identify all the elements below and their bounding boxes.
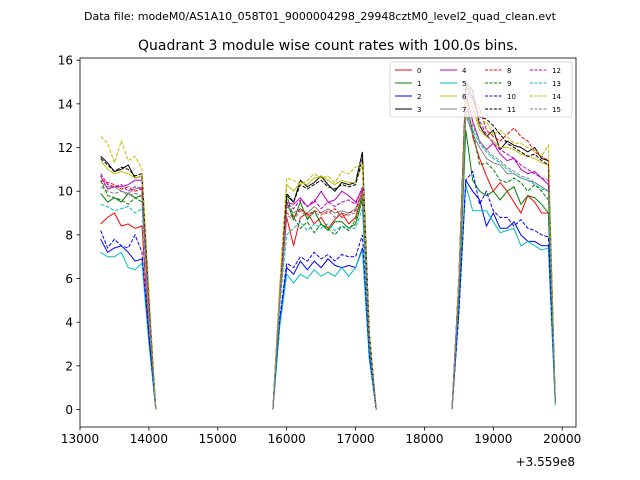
legend-label-0: 0: [417, 67, 421, 75]
legend-label-15: 15: [552, 106, 561, 114]
x-tick-label-13000: 13000: [61, 432, 99, 446]
series-line-3-segment-2: [272, 151, 377, 410]
y-tick-label-6: 6: [65, 272, 73, 286]
y-tick-label-0: 0: [65, 403, 73, 417]
series-line-14-segment-1: [100, 136, 157, 410]
figure-suptitle: Data file: modeM0/AS1A10_058T01_90000042…: [84, 10, 557, 23]
series-line-6-segment-1: [100, 160, 157, 410]
series-line-11-segment-1: [100, 158, 157, 410]
series-line-14-segment-2: [272, 161, 377, 410]
series-line-8-segment-2: [272, 191, 377, 410]
y-tick-label-12: 12: [58, 141, 73, 155]
series-line-6-segment-2: [272, 164, 377, 410]
y-tick-label-8: 8: [65, 228, 73, 242]
legend-label-14: 14: [552, 93, 561, 101]
series-line-10-segment-2: [272, 234, 377, 410]
series-line-10-segment-1: [100, 230, 157, 410]
series-line-11-segment-2: [272, 158, 377, 410]
x-tick-label-17000: 17000: [336, 432, 374, 446]
series-line-13-segment-1: [100, 203, 157, 410]
series-line-15-segment-1: [100, 186, 157, 410]
series-line-13-segment-3: [451, 112, 556, 410]
legend-label-11: 11: [507, 106, 516, 114]
series-line-5-segment-3: [451, 184, 556, 410]
series-line-1-segment-3: [451, 130, 556, 410]
x-tick-label-14000: 14000: [130, 432, 168, 446]
legend-label-4: 4: [462, 67, 467, 75]
series-line-5-segment-2: [272, 249, 377, 410]
legend-label-2: 2: [417, 93, 421, 101]
legend-label-1: 1: [417, 80, 421, 88]
series-line-1-segment-2: [272, 199, 377, 410]
series-line-4-segment-2: [272, 187, 377, 410]
y-tick-label-10: 10: [58, 185, 73, 199]
legend-label-13: 13: [552, 80, 561, 88]
legend-label-8: 8: [507, 67, 511, 75]
x-tick-label-15000: 15000: [199, 432, 237, 446]
series-line-13-segment-2: [272, 208, 377, 410]
legend-label-12: 12: [552, 67, 561, 75]
series-line-12-segment-2: [272, 186, 377, 410]
chart-title: Quadrant 3 module wise count rates with …: [138, 38, 518, 54]
series-line-5-segment-1: [100, 251, 157, 410]
x-tick-label-16000: 16000: [268, 432, 306, 446]
y-tick-label-2: 2: [65, 359, 73, 373]
series-line-15-segment-2: [272, 193, 377, 410]
series-line-9-segment-3: [451, 105, 556, 410]
legend-box: [389, 61, 573, 118]
series-line-0-segment-1: [100, 212, 157, 410]
series-line-10-segment-3: [451, 170, 556, 410]
y-tick-label-14: 14: [58, 97, 73, 111]
legend-label-5: 5: [462, 80, 466, 88]
legend-label-7: 7: [462, 106, 466, 114]
y-tick-label-16: 16: [58, 54, 73, 68]
legend-label-9: 9: [507, 80, 511, 88]
legend-label-3: 3: [417, 106, 421, 114]
y-tick-label-4: 4: [65, 316, 73, 330]
x-tick-label-19000: 19000: [474, 432, 512, 446]
series-line-2-segment-3: [451, 178, 556, 410]
x-tick-label-20000: 20000: [543, 432, 581, 446]
legend-label-6: 6: [462, 93, 467, 101]
legend-label-10: 10: [507, 93, 516, 101]
x-tick-label-18000: 18000: [405, 432, 443, 446]
plot-area: 13000 14000 15000 16000 17000 18000 19000 20000…: [58, 54, 582, 446]
x-offset-label: +3.559e8: [516, 455, 575, 469]
axes-frame: [79, 57, 577, 428]
